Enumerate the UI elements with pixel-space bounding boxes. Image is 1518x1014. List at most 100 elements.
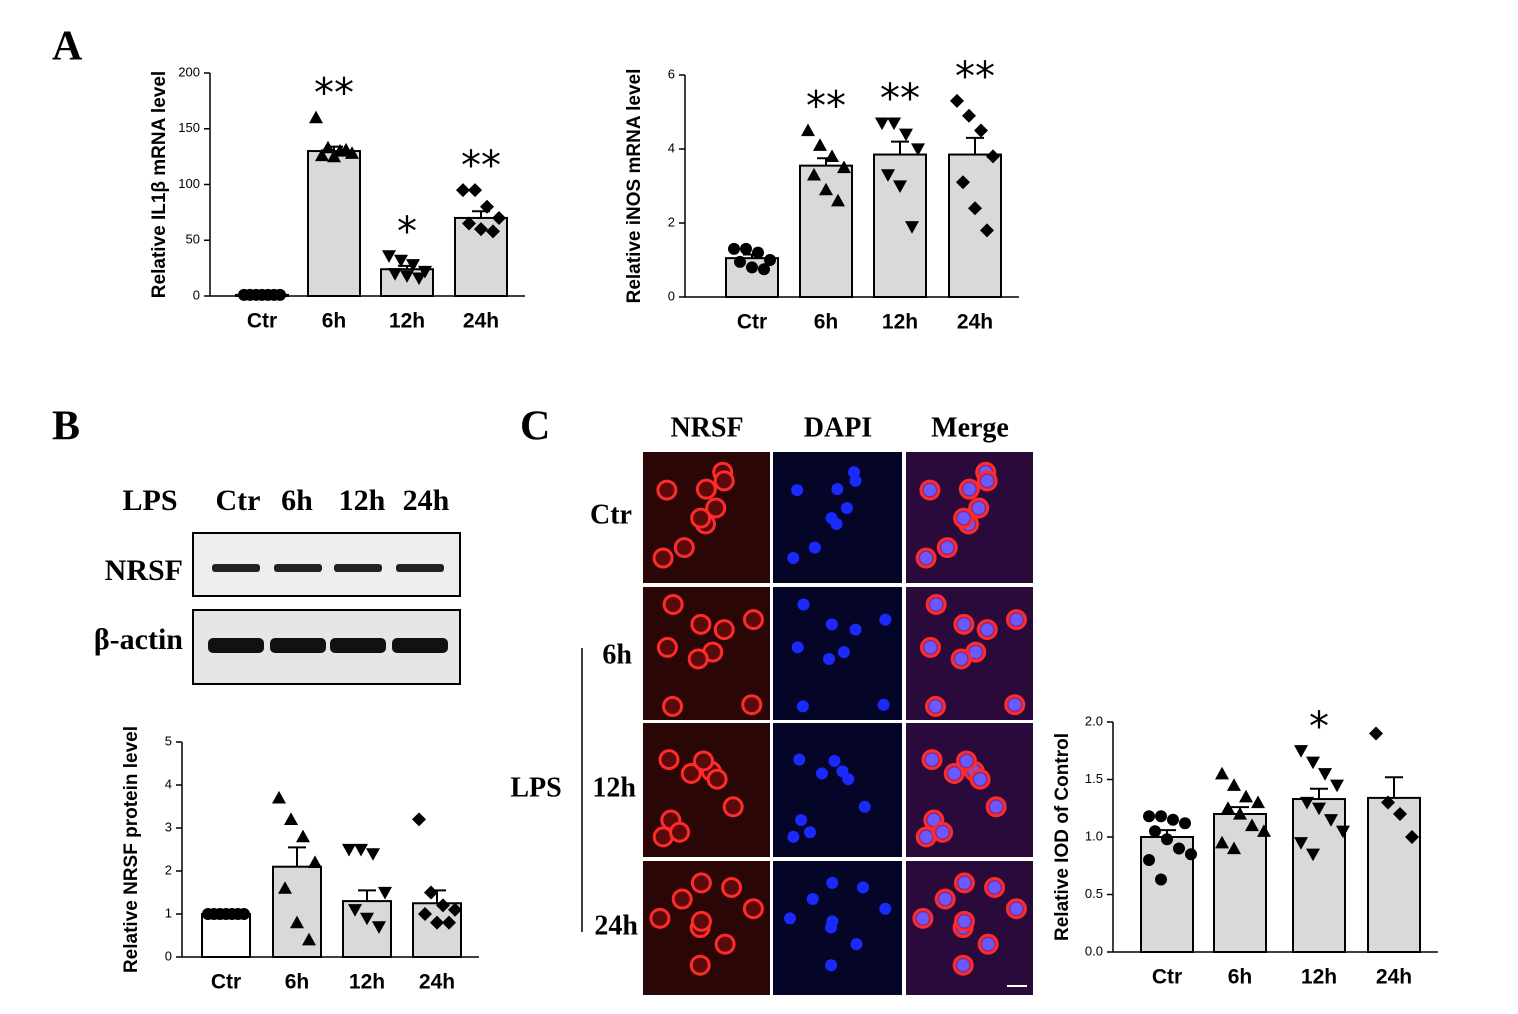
nucleus bbox=[939, 893, 952, 906]
data-point bbox=[1245, 818, 1259, 832]
data-point bbox=[758, 263, 770, 276]
y-tick-label: 0 bbox=[193, 287, 200, 302]
bar bbox=[1292, 798, 1346, 953]
cell bbox=[713, 470, 735, 492]
cell bbox=[656, 479, 678, 501]
data-point bbox=[290, 915, 304, 929]
group-label: LPS bbox=[510, 772, 561, 803]
nucleus bbox=[1010, 902, 1023, 915]
x-tick-label: 6h bbox=[1228, 966, 1253, 989]
data-point bbox=[1336, 825, 1350, 839]
data-point bbox=[1167, 813, 1179, 826]
data-point bbox=[1155, 810, 1167, 823]
y-tick-label: 1 bbox=[165, 905, 172, 920]
data-point bbox=[406, 259, 420, 272]
data-point bbox=[962, 108, 976, 123]
y-tick-label: 4 bbox=[668, 140, 675, 155]
data-point bbox=[284, 812, 298, 825]
data-point bbox=[1405, 830, 1419, 844]
data-point bbox=[378, 886, 392, 900]
nucleus bbox=[793, 753, 806, 766]
nucleus bbox=[923, 484, 936, 497]
data-point bbox=[1324, 814, 1338, 827]
data-point bbox=[321, 140, 335, 154]
data-point bbox=[448, 902, 462, 917]
nucleus bbox=[963, 483, 976, 496]
nucleus bbox=[960, 754, 973, 767]
nucleus bbox=[831, 483, 844, 496]
y-tick-label: 0.5 bbox=[1085, 886, 1103, 901]
data-point bbox=[474, 222, 488, 237]
y-tick-label: 0 bbox=[165, 948, 172, 963]
data-point bbox=[875, 117, 889, 131]
data-point bbox=[1369, 726, 1383, 741]
data-point bbox=[348, 904, 362, 917]
data-point bbox=[819, 182, 833, 196]
x-tick-label: Ctr bbox=[247, 310, 277, 333]
nucleus bbox=[842, 773, 855, 786]
data-point bbox=[764, 254, 776, 266]
cell bbox=[721, 877, 743, 899]
cell bbox=[690, 613, 712, 635]
data-point bbox=[302, 932, 316, 946]
data-point bbox=[1221, 801, 1235, 814]
cell bbox=[662, 695, 684, 717]
nucleus bbox=[804, 826, 817, 839]
y-tick-label: 2.0 bbox=[1085, 713, 1103, 728]
data-point bbox=[968, 201, 982, 216]
nucleus bbox=[920, 830, 933, 843]
x-tick-label: 12h bbox=[1301, 966, 1337, 989]
cell bbox=[680, 763, 702, 785]
y-tick-label: 0 bbox=[668, 288, 675, 303]
data-point bbox=[986, 149, 1000, 164]
nucleus bbox=[850, 938, 863, 951]
data-point bbox=[911, 143, 925, 156]
column-label: Merge bbox=[931, 412, 1009, 443]
data-point bbox=[1381, 795, 1395, 810]
data-point bbox=[1318, 768, 1332, 781]
data-point bbox=[418, 265, 432, 279]
nucleus bbox=[926, 753, 939, 766]
cell bbox=[692, 750, 714, 772]
y-tick-label: 200 bbox=[178, 64, 200, 79]
data-point bbox=[442, 915, 456, 930]
column-label: NRSF bbox=[670, 412, 743, 443]
nucleus bbox=[858, 800, 871, 813]
cell bbox=[662, 593, 684, 615]
cell bbox=[706, 768, 728, 790]
nucleus bbox=[825, 512, 838, 525]
significance: ** bbox=[955, 54, 995, 100]
cell bbox=[673, 537, 695, 559]
nucleus bbox=[879, 613, 892, 626]
significance: ** bbox=[806, 84, 846, 130]
significance: ** bbox=[880, 76, 920, 122]
x-tick-label: 24h bbox=[957, 311, 993, 334]
data-point bbox=[831, 193, 845, 207]
nucleus bbox=[806, 893, 819, 906]
blot bbox=[192, 532, 461, 685]
data-point bbox=[1306, 848, 1320, 862]
cell bbox=[742, 609, 764, 631]
column-label: DAPI bbox=[804, 412, 872, 443]
nucleus bbox=[957, 512, 970, 525]
x-tick-label: 24h bbox=[1376, 966, 1412, 989]
nucleus bbox=[877, 698, 890, 711]
x-tick-label: Ctr bbox=[1152, 966, 1182, 989]
panel-label: A bbox=[52, 24, 83, 70]
y-tick-label: 50 bbox=[186, 232, 200, 247]
data-point bbox=[807, 167, 821, 181]
cell bbox=[656, 636, 678, 658]
nucleus bbox=[969, 646, 982, 659]
nucleus bbox=[955, 652, 968, 665]
nucleus bbox=[826, 876, 839, 889]
data-point bbox=[746, 261, 758, 274]
nucleus bbox=[849, 474, 862, 487]
error-bar bbox=[358, 889, 376, 902]
data-point bbox=[468, 183, 482, 198]
y-tick-label: 5 bbox=[165, 733, 172, 748]
data-point bbox=[887, 117, 901, 131]
data-point bbox=[950, 93, 964, 108]
cell bbox=[690, 507, 712, 529]
x-tick-label: 24h bbox=[463, 310, 499, 333]
